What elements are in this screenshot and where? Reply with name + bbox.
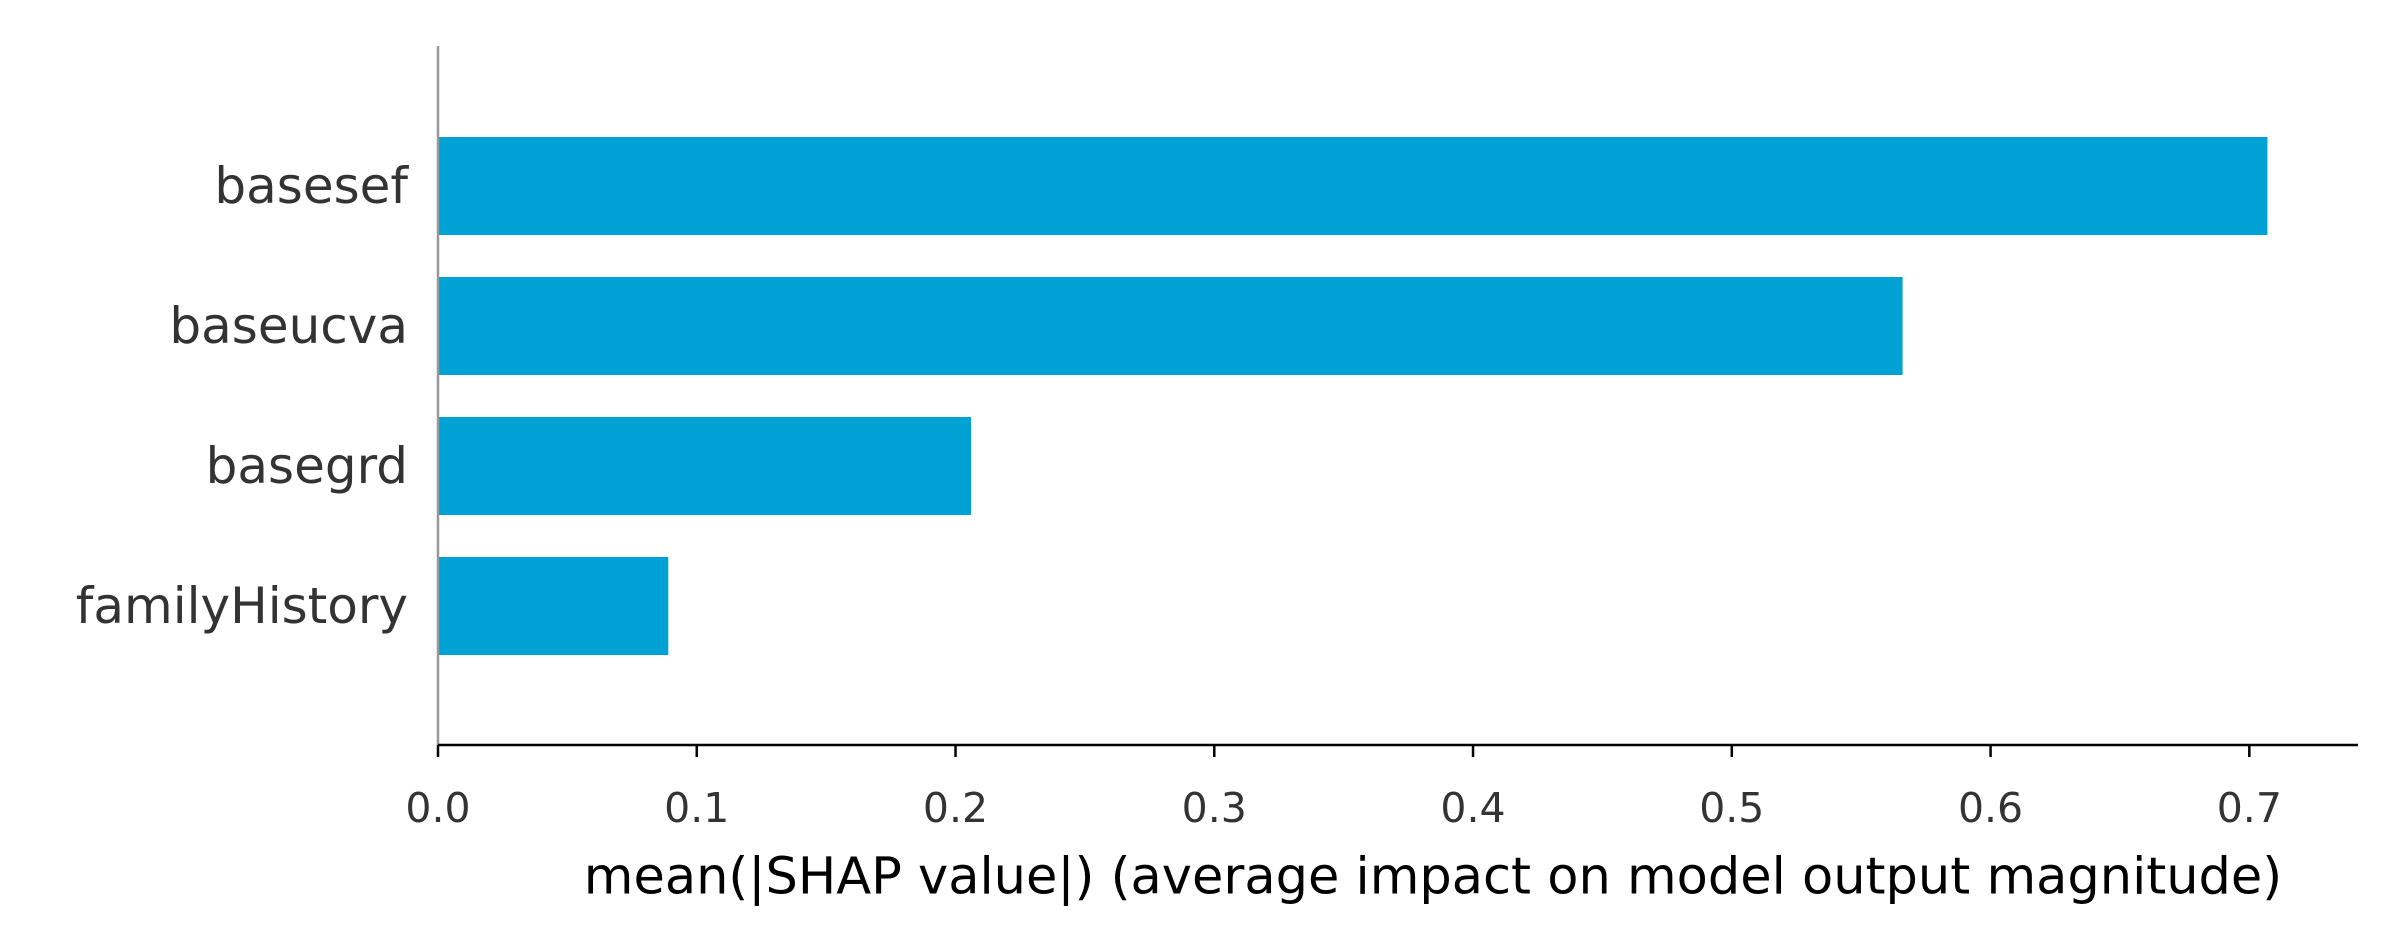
bars-group xyxy=(438,137,2268,655)
category-labels-group: basesef baseucva basegrd familyHistory xyxy=(76,157,410,635)
x-tick-label: 0.0 xyxy=(405,784,470,832)
x-tick-label: 0.5 xyxy=(1699,784,1764,832)
x-tick-label: 0.2 xyxy=(923,784,988,832)
bar-baseucva xyxy=(438,277,1903,375)
x-ticks-group: 0.0 0.1 0.2 0.3 0.4 0.5 0.6 0.7 xyxy=(405,745,2282,832)
x-axis-title: mean(|SHAP value|) (average impact on mo… xyxy=(584,848,2282,907)
category-label-basesef: basesef xyxy=(214,157,409,215)
x-tick-label: 0.7 xyxy=(2217,784,2282,832)
x-tick-label: 0.4 xyxy=(1440,784,1505,832)
x-tick-label: 0.6 xyxy=(1958,784,2023,832)
category-label-familyHistory: familyHistory xyxy=(76,577,408,635)
bar-familyHistory xyxy=(438,557,669,655)
category-label-baseucva: baseucva xyxy=(169,297,408,355)
bar-basegrd xyxy=(438,417,972,515)
bar-basesef xyxy=(438,137,2268,235)
x-tick-label: 0.1 xyxy=(664,784,729,832)
x-tick-label: 0.3 xyxy=(1182,784,1247,832)
category-label-basegrd: basegrd xyxy=(206,437,408,495)
